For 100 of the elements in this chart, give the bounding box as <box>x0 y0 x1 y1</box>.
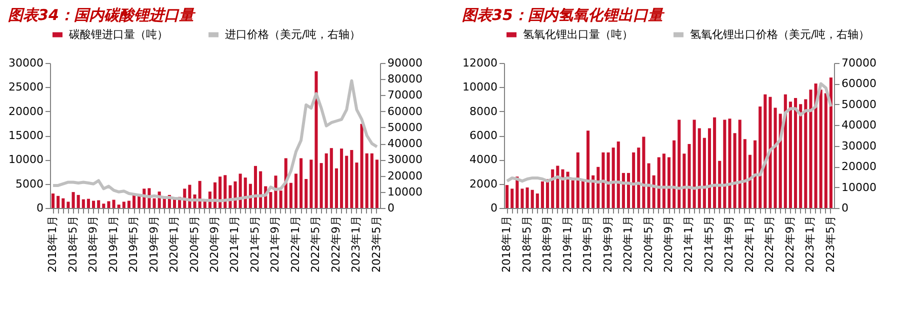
bar <box>612 148 615 208</box>
bar <box>571 180 574 208</box>
bar <box>606 152 610 208</box>
bar <box>622 172 625 208</box>
bar <box>294 174 298 208</box>
x-tick-label: 2018年1月 <box>500 216 514 272</box>
bar <box>809 90 812 208</box>
y-tick-label: 5000 <box>16 177 44 190</box>
x-tick-label: 2018年9月 <box>540 216 554 272</box>
bar <box>66 202 70 208</box>
chart-title: 图表34：国内碳酸锂进口量 <box>8 6 196 24</box>
bar <box>794 98 798 208</box>
legend-label: 氢氧化锂出口量（吨） <box>523 28 633 41</box>
y-tick-label: 10000 <box>8 153 44 166</box>
x-tick-label: 2022年9月 <box>783 216 796 272</box>
bar <box>632 152 636 208</box>
x-tick-label: 2018年5月 <box>520 216 534 272</box>
x-tick-label: 2019年9月 <box>601 216 614 272</box>
bar <box>748 154 752 208</box>
y2-tick-label: 40000 <box>842 118 876 132</box>
bar <box>738 120 742 208</box>
bar <box>702 138 706 208</box>
bar <box>788 102 792 208</box>
bar <box>602 152 605 208</box>
bar <box>829 78 832 208</box>
bar <box>152 198 156 208</box>
bar <box>678 120 681 208</box>
bar <box>355 162 358 208</box>
bar <box>76 194 80 208</box>
bar <box>688 144 691 208</box>
y-tick-label: 8000 <box>470 104 498 118</box>
bar <box>365 153 368 208</box>
bar <box>56 196 60 208</box>
bar <box>647 163 650 208</box>
bar <box>300 158 303 208</box>
y2-tick-label: 70000 <box>842 56 876 70</box>
y2-tick-label: 30000 <box>388 153 422 166</box>
y2-tick-label: 0 <box>842 202 848 214</box>
x-tick-label: 2023年5月 <box>824 216 837 272</box>
bar <box>530 190 534 208</box>
line-series <box>506 82 832 190</box>
x-tick-label: 2022年5月 <box>763 216 776 272</box>
bar <box>667 157 671 208</box>
y2-tick-label: 30000 <box>842 139 876 152</box>
bar <box>218 176 222 208</box>
chart-title: 图表35：国内氢氧化锂出口量 <box>462 6 665 24</box>
bar <box>768 96 772 208</box>
x-tick-label: 2022年1月 <box>742 216 756 272</box>
y2-tick-label: 20000 <box>842 160 876 174</box>
bar <box>334 168 338 208</box>
bar <box>289 182 292 208</box>
bar <box>581 179 584 208</box>
bar <box>799 104 802 208</box>
x-tick-label: 2019年5月 <box>581 216 594 272</box>
y2-tick-label: 60000 <box>388 104 422 118</box>
bar <box>814 84 818 208</box>
bar <box>754 140 757 208</box>
bar <box>626 172 630 208</box>
bar <box>774 108 777 208</box>
bar <box>259 171 262 208</box>
bar <box>320 163 323 208</box>
legend-label: 氢氧化锂出口价格（美元/吨，右轴） <box>690 28 870 41</box>
y2-tick-label: 50000 <box>842 98 876 111</box>
bar <box>340 148 344 208</box>
x-tick-label: 2022年5月 <box>309 216 322 272</box>
y-tick-label: 4000 <box>470 153 498 166</box>
bar <box>97 200 100 208</box>
x-tick-label: 2023年5月 <box>370 216 383 272</box>
y2-tick-label: 0 <box>388 202 394 214</box>
bar <box>642 136 646 208</box>
bar <box>682 154 686 208</box>
x-tick-label: 2020年9月 <box>662 216 675 272</box>
y-tick-label: 30000 <box>8 56 44 70</box>
x-tick-label: 2021年1月 <box>228 216 242 272</box>
x-tick-label: 2018年9月 <box>86 216 100 272</box>
x-tick-label: 2019年1月 <box>560 216 574 272</box>
bar <box>561 169 564 208</box>
bar <box>117 204 120 208</box>
x-tick-label: 2022年1月 <box>288 216 302 272</box>
bar <box>254 166 258 208</box>
bar <box>540 181 544 208</box>
bar <box>566 172 570 208</box>
bar <box>723 120 726 208</box>
y-tick-label: 0 <box>490 202 498 214</box>
x-tick-label: 2019年9月 <box>147 216 160 272</box>
y2-tick-label: 10000 <box>388 185 422 198</box>
y-tick-label: 25000 <box>8 80 44 94</box>
bar <box>728 118 732 208</box>
y2-tick-label: 50000 <box>388 120 422 134</box>
bar <box>662 154 666 208</box>
bar <box>345 156 348 208</box>
x-tick-label: 2021年9月 <box>268 216 282 272</box>
bar <box>586 130 590 208</box>
bar <box>743 139 746 208</box>
bar <box>657 157 660 208</box>
bar <box>698 128 701 208</box>
y-tick-label: 12000 <box>462 56 498 70</box>
bar <box>616 142 620 208</box>
bar <box>596 166 600 208</box>
y-tick-label: 20000 <box>8 104 44 118</box>
